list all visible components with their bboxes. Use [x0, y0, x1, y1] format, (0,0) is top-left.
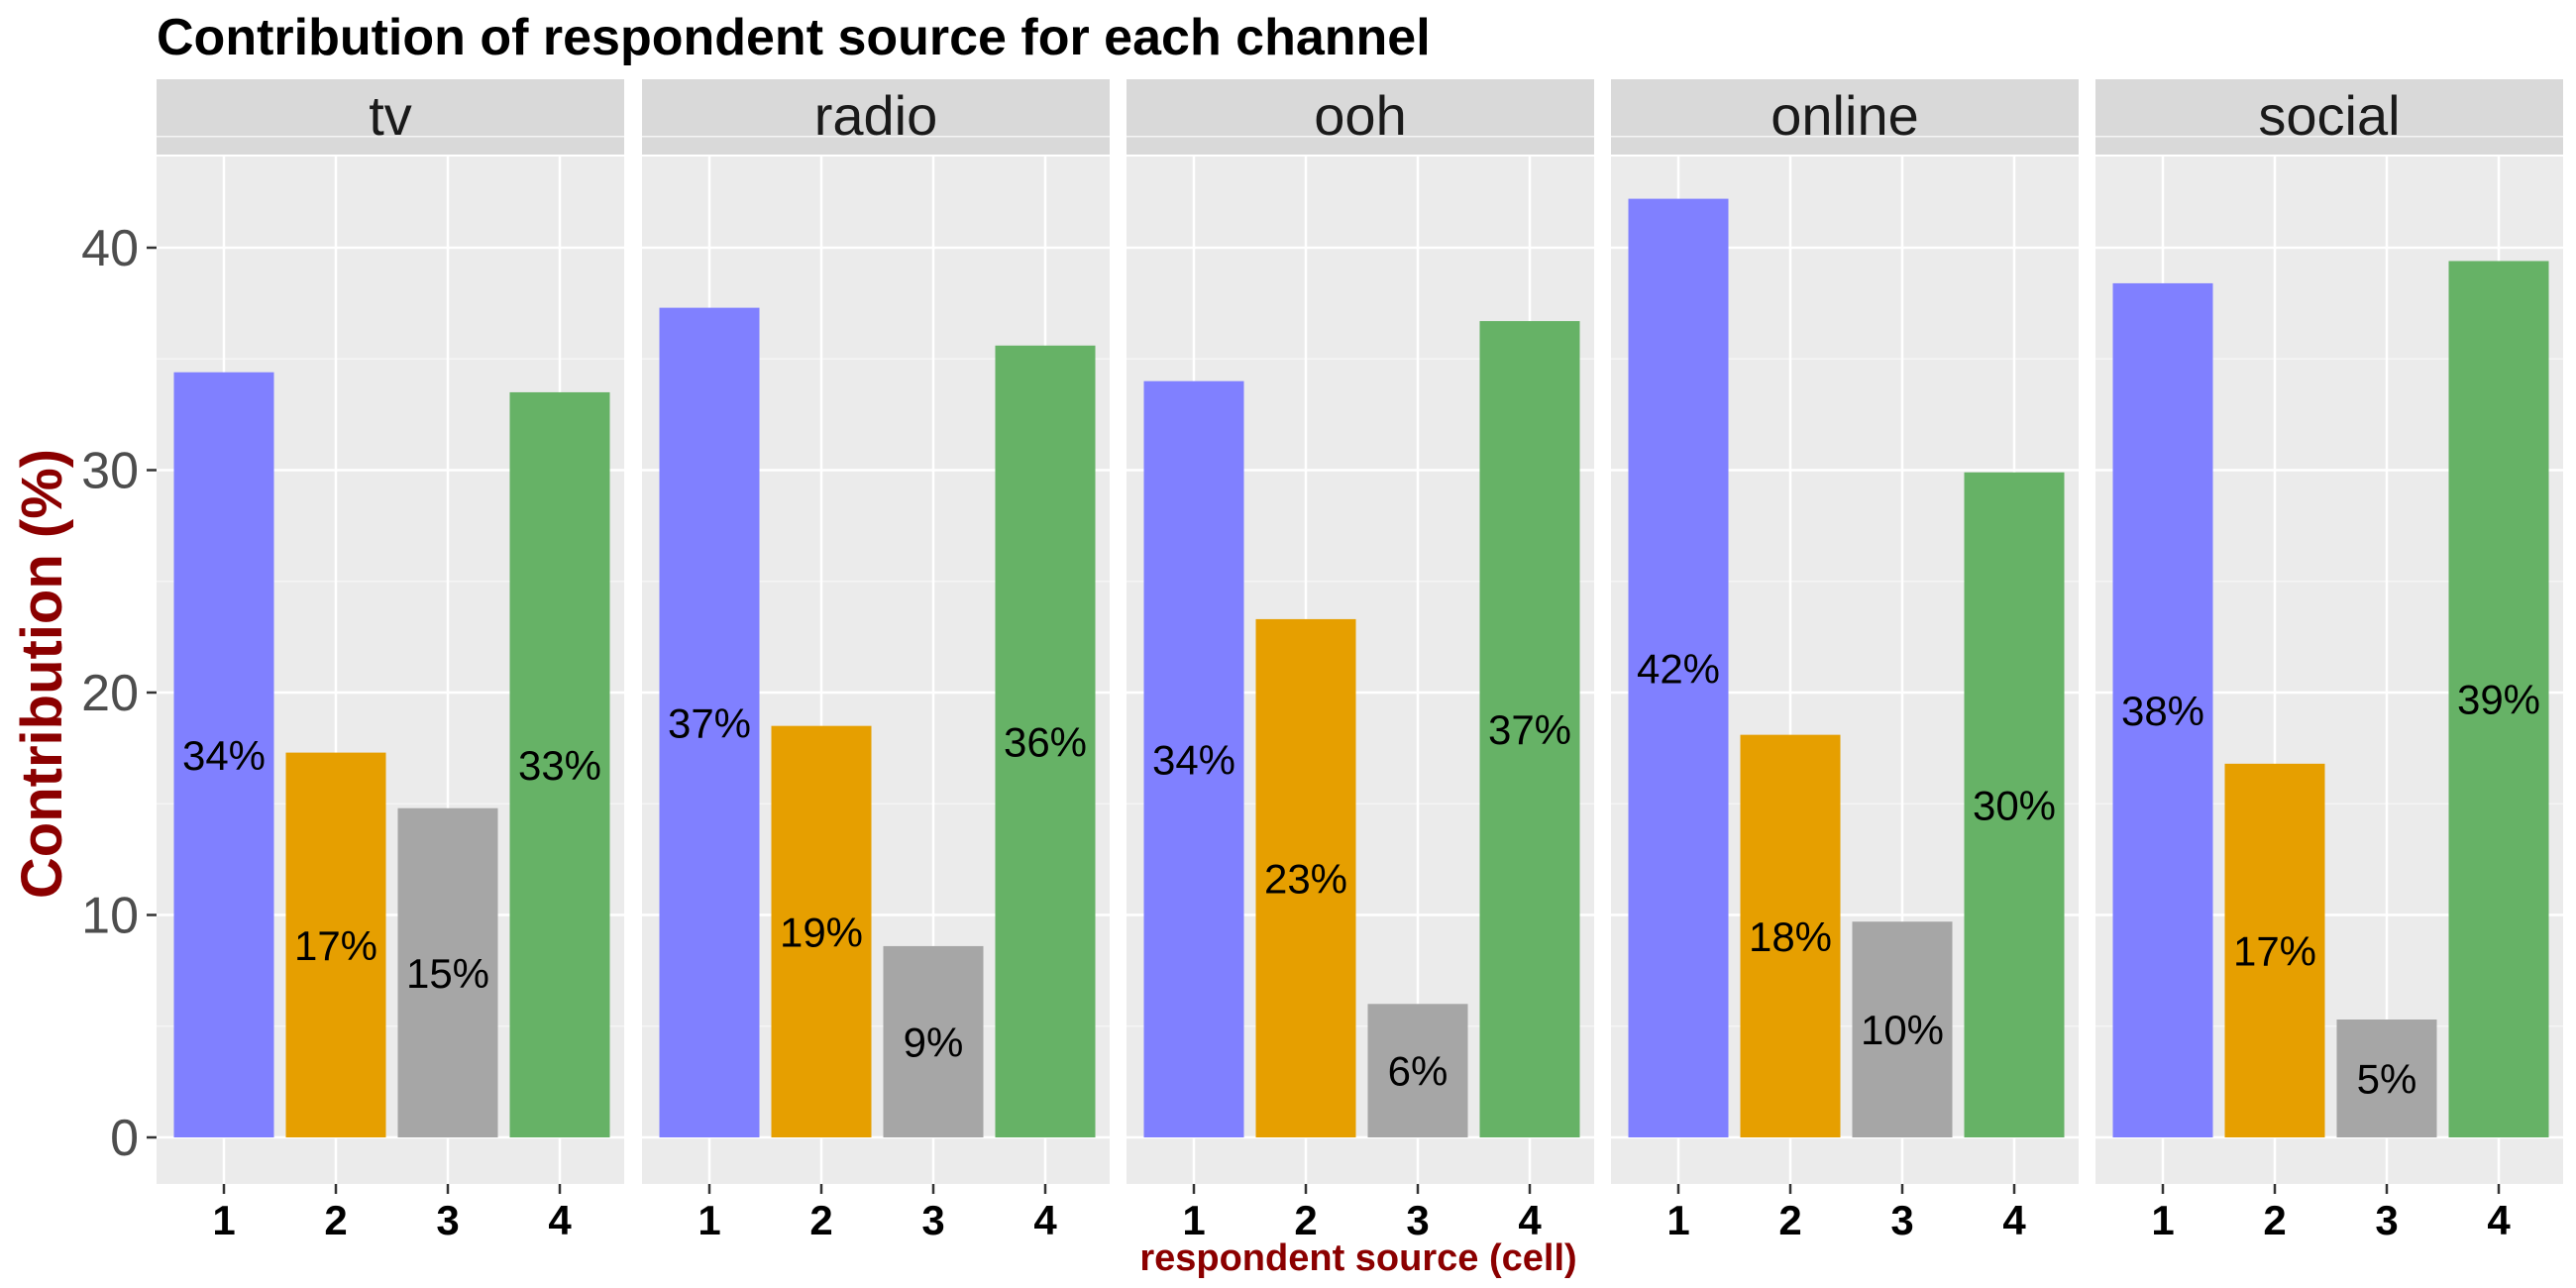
facet-radio: radio 37% 19% 9% 36% 1 2 3 4 — [642, 79, 1110, 1243]
facet-ooh: ooh 34% 23% 6% 37% 1 2 3 4 — [1127, 79, 1594, 1243]
bar-value-label: 42% — [1637, 645, 1720, 692]
x-axis-title: respondent source (cell) — [1139, 1237, 1576, 1279]
bar-value-label: 19% — [780, 909, 863, 955]
bar-ooh-cell-3 — [1367, 1004, 1468, 1137]
y-tick-label: 10 — [81, 888, 139, 945]
x-tick-label: 3 — [2375, 1197, 2398, 1243]
bar-online-cell-4 — [1964, 472, 2065, 1137]
x-tick-label: 3 — [921, 1197, 944, 1243]
facet-strip — [157, 79, 624, 155]
chart-title: Contribution of respondent source for ea… — [157, 9, 1431, 66]
facet-social: social 38% 17% 5% 39% 1 2 3 4 — [2095, 79, 2563, 1243]
x-tick-label: 3 — [436, 1197, 459, 1243]
bar-value-label: 17% — [294, 922, 377, 969]
y-tick-label: 40 — [81, 220, 139, 277]
facet-tv: tv 34% 17% 15% 33% 1 2 3 4 — [157, 79, 624, 1243]
y-axis: 0 10 20 30 40 — [81, 220, 157, 1167]
bar-value-label: 5% — [2357, 1056, 2417, 1103]
bar-radio-cell-1 — [659, 307, 760, 1137]
x-tick-label: 1 — [698, 1197, 720, 1243]
x-tick-label: 2 — [1294, 1197, 1317, 1243]
bar-value-label: 18% — [1749, 913, 1832, 960]
bar-online-cell-3 — [1852, 921, 1953, 1137]
x-tick-label: 3 — [1406, 1197, 1429, 1243]
facet-online: online 42% 18% 10% 30% 1 2 3 4 — [1611, 79, 2079, 1243]
y-tick-label: 20 — [81, 665, 139, 722]
bar-value-label: 30% — [1973, 782, 2056, 828]
facet-strip — [642, 79, 1110, 155]
bar-social-cell-4 — [2448, 261, 2549, 1138]
bar-value-label: 37% — [668, 699, 751, 746]
bar-value-label: 10% — [1861, 1007, 1944, 1053]
x-tick-label: 2 — [324, 1197, 347, 1243]
bar-ooh-cell-2 — [1255, 618, 1356, 1137]
x-tick-label: 2 — [2263, 1197, 2286, 1243]
bar-online-cell-2 — [1740, 734, 1841, 1137]
bar-social-cell-2 — [2224, 763, 2325, 1137]
y-tick-label: 30 — [81, 443, 139, 500]
bar-value-label: 39% — [2457, 677, 2540, 723]
bar-value-label: 38% — [2121, 688, 2204, 734]
x-tick-label: 1 — [212, 1197, 235, 1243]
bar-ooh-cell-1 — [1143, 380, 1244, 1137]
bar-radio-cell-2 — [771, 725, 872, 1137]
bar-value-label: 23% — [1264, 855, 1347, 902]
bar-social-cell-3 — [2336, 1020, 2437, 1137]
facet-strip-label: tv — [369, 84, 412, 147]
x-tick-label: 4 — [2487, 1197, 2511, 1243]
bar-value-label: 15% — [406, 950, 489, 997]
y-tick-label: 0 — [110, 1110, 139, 1167]
x-tick-label: 2 — [809, 1197, 832, 1243]
bar-tv-cell-2 — [285, 752, 386, 1137]
bar-value-label: 17% — [2233, 927, 2316, 974]
bar-online-cell-1 — [1628, 198, 1729, 1138]
x-tick-label: 4 — [1518, 1197, 1542, 1243]
bar-tv-cell-1 — [173, 372, 274, 1138]
bar-radio-cell-4 — [995, 345, 1096, 1137]
facet-strip-label: ooh — [1314, 84, 1406, 147]
x-tick-label: 1 — [2151, 1197, 2174, 1243]
bar-value-label: 36% — [1004, 718, 1087, 765]
facet-strip-label: social — [2258, 84, 2400, 147]
facet-strip — [1127, 79, 1594, 155]
bar-value-label: 9% — [904, 1019, 964, 1065]
bar-value-label: 37% — [1488, 706, 1571, 753]
bar-tv-cell-3 — [397, 807, 498, 1137]
bar-value-label: 34% — [182, 732, 266, 779]
y-axis-title: Contribution (%) — [10, 449, 74, 899]
facet-strip — [2095, 79, 2563, 155]
bar-value-label: 34% — [1152, 736, 1235, 783]
bar-value-label: 6% — [1388, 1048, 1449, 1095]
x-tick-label: 4 — [1033, 1197, 1057, 1243]
x-tick-label: 1 — [1666, 1197, 1689, 1243]
bar-ooh-cell-4 — [1479, 321, 1580, 1138]
bar-radio-cell-3 — [883, 945, 984, 1137]
bar-social-cell-1 — [2112, 282, 2213, 1137]
bar-value-label: 33% — [518, 742, 601, 789]
x-tick-label: 3 — [1890, 1197, 1913, 1243]
bar-tv-cell-4 — [509, 391, 610, 1137]
x-tick-label: 2 — [1778, 1197, 1801, 1243]
facet-strip-label: online — [1771, 84, 1918, 147]
x-tick-label: 1 — [1182, 1197, 1205, 1243]
facet-strip-label: radio — [814, 84, 938, 147]
x-tick-label: 4 — [2002, 1197, 2026, 1243]
facet-strip — [1611, 79, 2079, 155]
x-tick-label: 4 — [548, 1197, 572, 1243]
